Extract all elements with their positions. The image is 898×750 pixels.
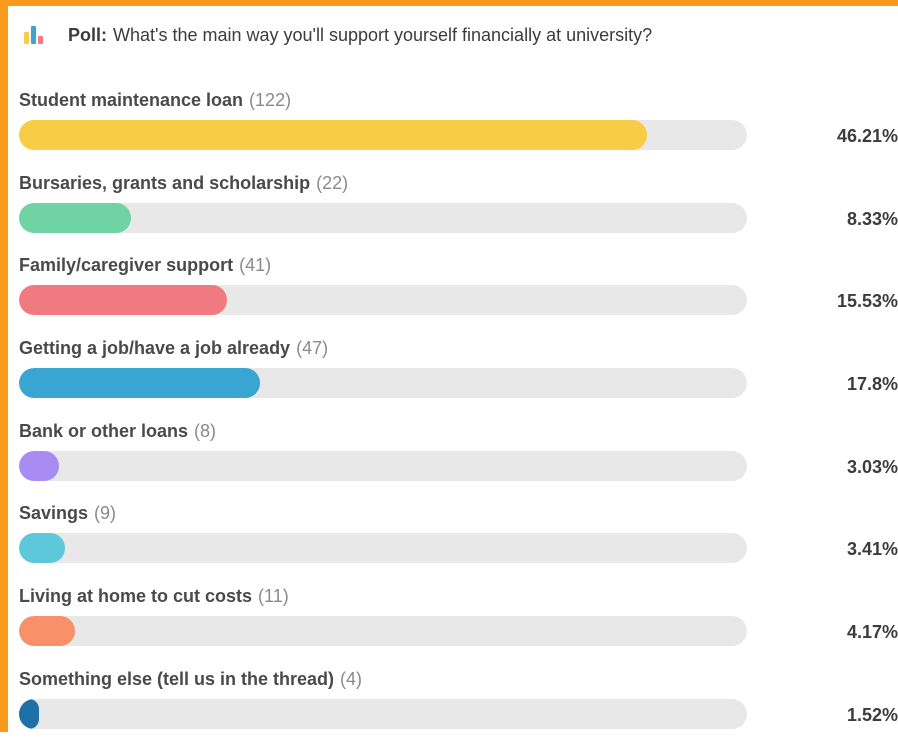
- option-label: Family/caregiver support (41): [19, 253, 271, 277]
- option-label: Living at home to cut costs (11): [19, 584, 289, 608]
- option-vote-count: (8): [194, 420, 217, 441]
- option-text: Living at home to cut costs: [19, 586, 253, 607]
- option-vote-count: (4): [340, 668, 363, 689]
- poll-option-7[interactable]: Living at home to cut costs (11) 4.17%: [19, 584, 898, 667]
- option-percent: 8.33%: [846, 208, 898, 229]
- poll-option-4[interactable]: Getting a job/have a job already (47) 17.…: [19, 336, 898, 419]
- option-vote-count: (9): [94, 503, 117, 524]
- poll-option-1[interactable]: Student maintenance loan (122) 46.21%: [19, 88, 898, 171]
- option-bar-fill: [19, 450, 60, 481]
- option-bar-track: [19, 285, 747, 316]
- option-bar-track: [19, 698, 747, 729]
- option-percent: 15.53%: [836, 291, 898, 312]
- option-text: Getting a job/have a job already: [19, 338, 291, 359]
- poll-label: Poll:: [68, 24, 107, 45]
- option-text: Bank or other loans: [19, 420, 189, 441]
- option-bar-track: [19, 202, 747, 233]
- poll-question: What's the main way you'll support yours…: [113, 24, 653, 45]
- poll-option-2[interactable]: Bursaries, grants and scholarship (22) 8.…: [19, 171, 898, 254]
- option-bar-fill: [19, 202, 132, 233]
- option-label: Getting a job/have a job already (47): [19, 336, 328, 360]
- poll-option-5[interactable]: Bank or other loans (8) 3.03%: [19, 419, 898, 502]
- bar-chart-icon: [22, 26, 44, 44]
- option-label: Something else (tell us in the thread) (4…: [19, 667, 362, 691]
- option-text: Savings: [19, 503, 89, 524]
- poll-option-3[interactable]: Family/caregiver support (41) 15.53%: [19, 253, 898, 336]
- option-percent: 1.52%: [846, 704, 898, 725]
- frame-border-left: [0, 0, 8, 732]
- option-percent: 3.41%: [846, 539, 898, 560]
- option-vote-count: (11): [258, 586, 289, 607]
- option-bar-fill: [19, 533, 65, 564]
- option-bar-track: [19, 533, 747, 564]
- option-bar-track: [19, 616, 747, 647]
- option-text: Student maintenance loan: [19, 90, 244, 110]
- option-bar-track: [19, 450, 747, 481]
- option-bar-track: [19, 120, 747, 150]
- option-text: Something else (tell us in the thread): [19, 668, 335, 689]
- option-label: Savings (9): [19, 501, 116, 525]
- option-text: Family/caregiver support: [19, 255, 234, 276]
- option-percent: 46.21%: [836, 126, 898, 146]
- option-bar-fill: [19, 616, 76, 647]
- option-vote-count: (47): [296, 338, 329, 359]
- option-percent: 17.8%: [846, 374, 898, 395]
- frame-border-top: [0, 0, 898, 6]
- poll-option-6[interactable]: Savings (9) 3.41%: [19, 501, 898, 584]
- option-bar-track: [19, 368, 747, 399]
- option-label: Bursaries, grants and scholarship (22): [19, 171, 348, 195]
- option-vote-count: (22): [316, 172, 349, 193]
- option-bar-fill: [19, 698, 40, 729]
- option-bar-fill: [19, 285, 228, 316]
- option-label: Student maintenance loan (122): [19, 88, 291, 112]
- poll-options: Student maintenance loan (122) 46.21% Bur…: [19, 88, 898, 750]
- option-text: Bursaries, grants and scholarship: [19, 172, 311, 193]
- poll-option-8[interactable]: Something else (tell us in the thread) (4…: [19, 667, 898, 750]
- option-label: Bank or other loans (8): [19, 419, 216, 443]
- option-vote-count: (122): [249, 90, 292, 110]
- option-bar-fill: [19, 120, 647, 150]
- poll-header: Poll: What's the main way you'll support…: [22, 22, 652, 48]
- option-vote-count: (41): [239, 255, 272, 276]
- option-bar-fill: [19, 368, 260, 399]
- option-percent: 4.17%: [846, 622, 898, 643]
- option-percent: 3.03%: [846, 456, 898, 477]
